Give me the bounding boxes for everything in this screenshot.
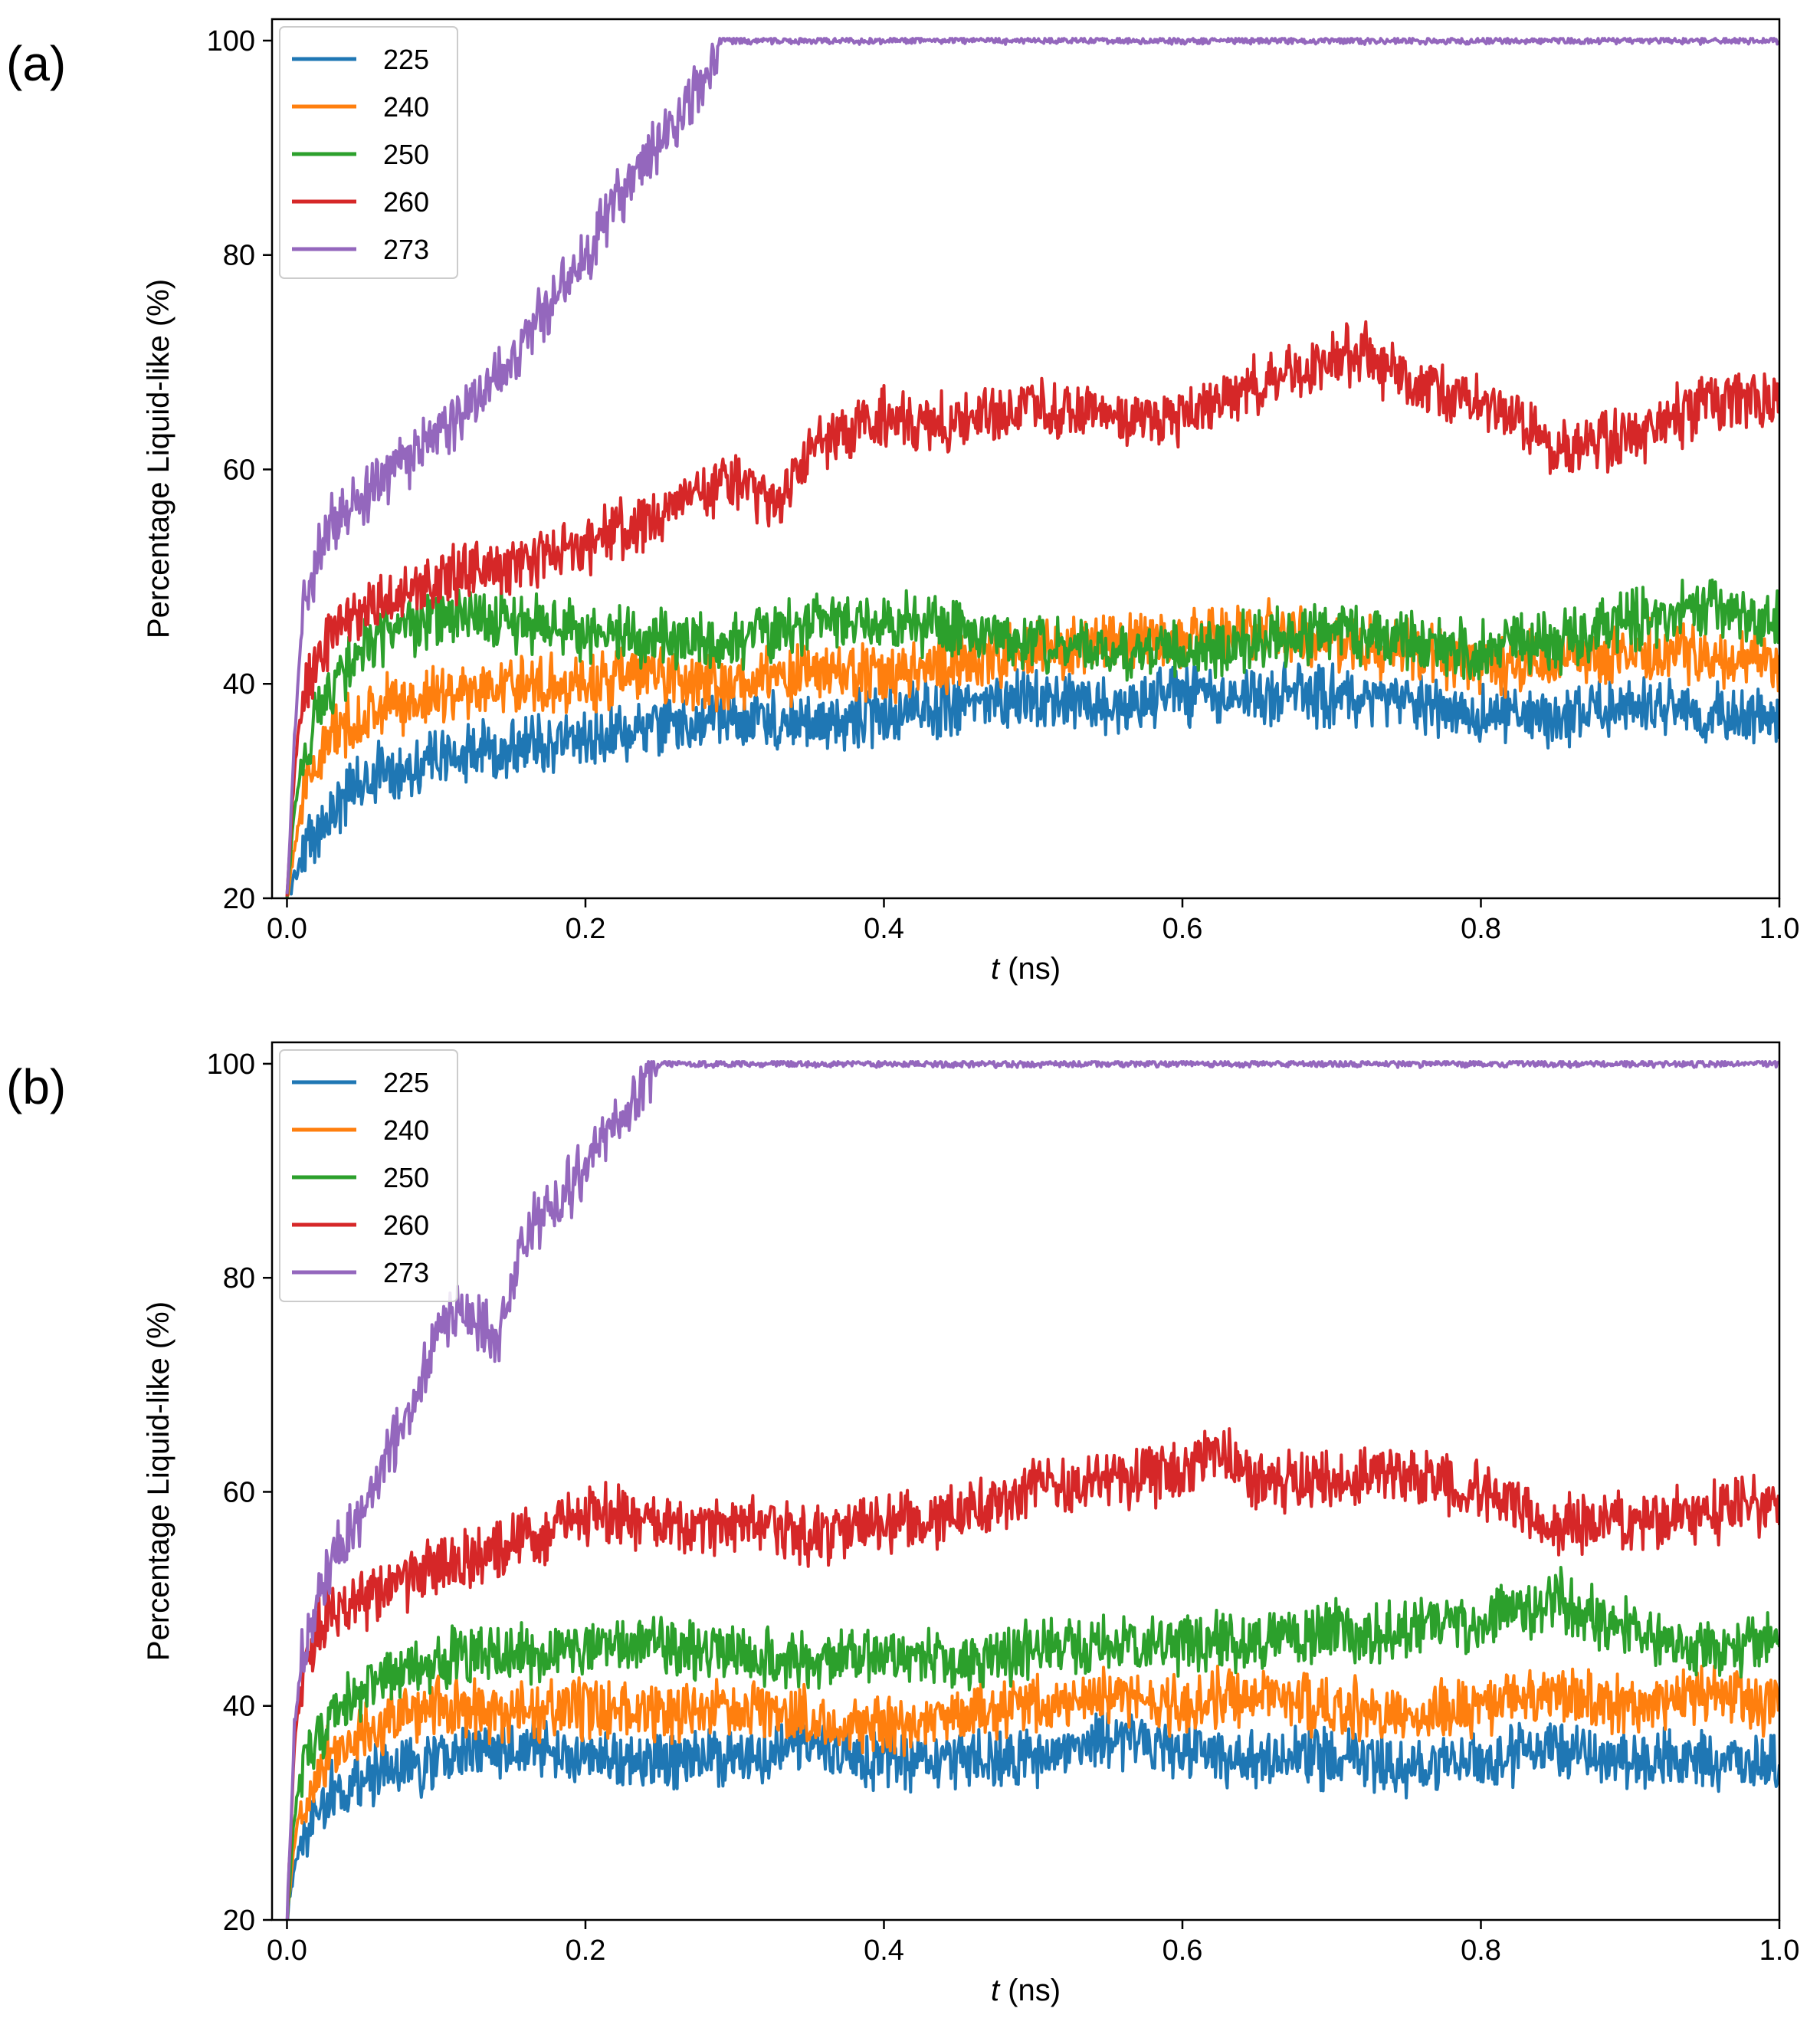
series-line-250 (285, 1566, 1779, 1920)
panel-label: (a) (6, 36, 66, 91)
legend: 225 240 250 260 273 (279, 26, 458, 279)
x-tick-label: 0.0 (267, 913, 307, 945)
x-tick-label: 0.2 (566, 1934, 606, 1967)
panel-b: 0.0 0.2 0.4 0.6 0.8 1.0 20 40 60 80 100 t (ns) Perce… (6, 1041, 1800, 2007)
legend: 225 240 250 260 273 (279, 1049, 458, 1302)
x-tick-label: 0.4 (864, 913, 904, 945)
x-tick-label: 1.0 (1759, 1934, 1800, 1967)
x-axis-label: t (ns) (991, 952, 1061, 986)
x-tick-label: 1.0 (1759, 913, 1800, 945)
series-line-260 (285, 1427, 1779, 1920)
plot-area (285, 37, 1779, 898)
series-line-225 (285, 661, 1779, 898)
x-tick-label: 0.6 (1163, 1934, 1203, 1967)
y-tick-label: 20 (223, 883, 255, 915)
y-axis-label: Percentage Liquid-like (%) (142, 279, 175, 638)
legend-label-225: 225 (383, 44, 429, 75)
y-tick-label: 60 (223, 1476, 255, 1508)
legend-label-250: 250 (383, 139, 429, 170)
y-tick-label: 100 (207, 1048, 255, 1081)
y-tick-label: 60 (223, 454, 255, 486)
axes-frame (271, 1041, 1781, 1921)
panel-a: 0.0 0.2 0.4 0.6 0.8 1.0 20 40 60 80 100 t (ns) Perce… (6, 18, 1800, 986)
legend-label-225: 225 (383, 1067, 429, 1098)
series-line-225 (286, 1710, 1779, 1920)
x-tick-label: 0.4 (864, 1934, 904, 1967)
x-axis-label: t (ns) (991, 1974, 1061, 2007)
legend-label-273: 273 (383, 1257, 429, 1288)
legend-label-240: 240 (383, 1114, 429, 1146)
y-tick-label: 40 (223, 668, 255, 701)
legend-label-260: 260 (383, 186, 429, 218)
x-tick-label: 0.2 (566, 913, 606, 945)
series-line-273 (285, 37, 1779, 894)
series-line-250 (285, 578, 1779, 898)
legend-label-260: 260 (383, 1209, 429, 1241)
axes-frame (271, 18, 1781, 900)
series-line-240 (285, 1664, 1779, 1920)
legend-label-240: 240 (383, 91, 429, 123)
x-tick-label: 0.8 (1461, 913, 1501, 945)
x-tick-label: 0.8 (1461, 1934, 1501, 1967)
legend-label-250: 250 (383, 1162, 429, 1193)
panel-label: (b) (6, 1059, 66, 1114)
x-tick-label: 0.6 (1163, 913, 1203, 945)
y-tick-label: 80 (223, 1262, 255, 1295)
legend-label-273: 273 (383, 234, 429, 265)
series-line-260 (285, 320, 1779, 897)
y-tick-label: 40 (223, 1691, 255, 1723)
series-line-273 (285, 1060, 1779, 1920)
x-tick-label: 0.0 (267, 1934, 307, 1967)
y-axis-label: Percentage Liquid-like (%) (142, 1301, 175, 1661)
y-tick-label: 100 (207, 25, 255, 57)
y-tick-label: 80 (223, 240, 255, 272)
y-tick-label: 20 (223, 1905, 255, 1937)
plot-area (285, 1060, 1779, 1920)
